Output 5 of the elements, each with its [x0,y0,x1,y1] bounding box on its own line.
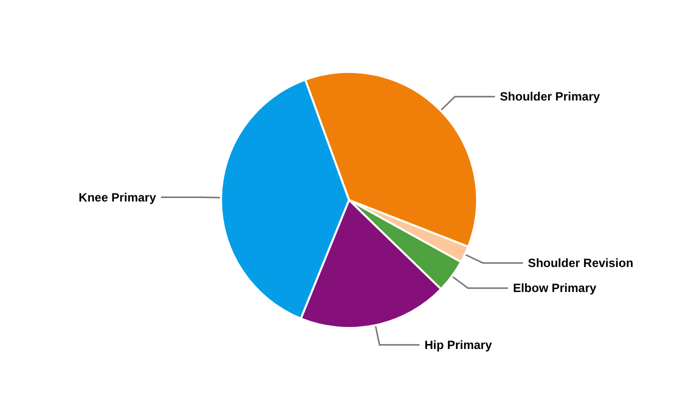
slice-label: Knee Primary [78,190,156,204]
slice-label: Shoulder Revision [528,256,634,270]
slice-label: Hip Primary [424,338,492,352]
slice-label: Shoulder Primary [500,90,600,104]
slice-label: Elbow Primary [512,281,597,296]
